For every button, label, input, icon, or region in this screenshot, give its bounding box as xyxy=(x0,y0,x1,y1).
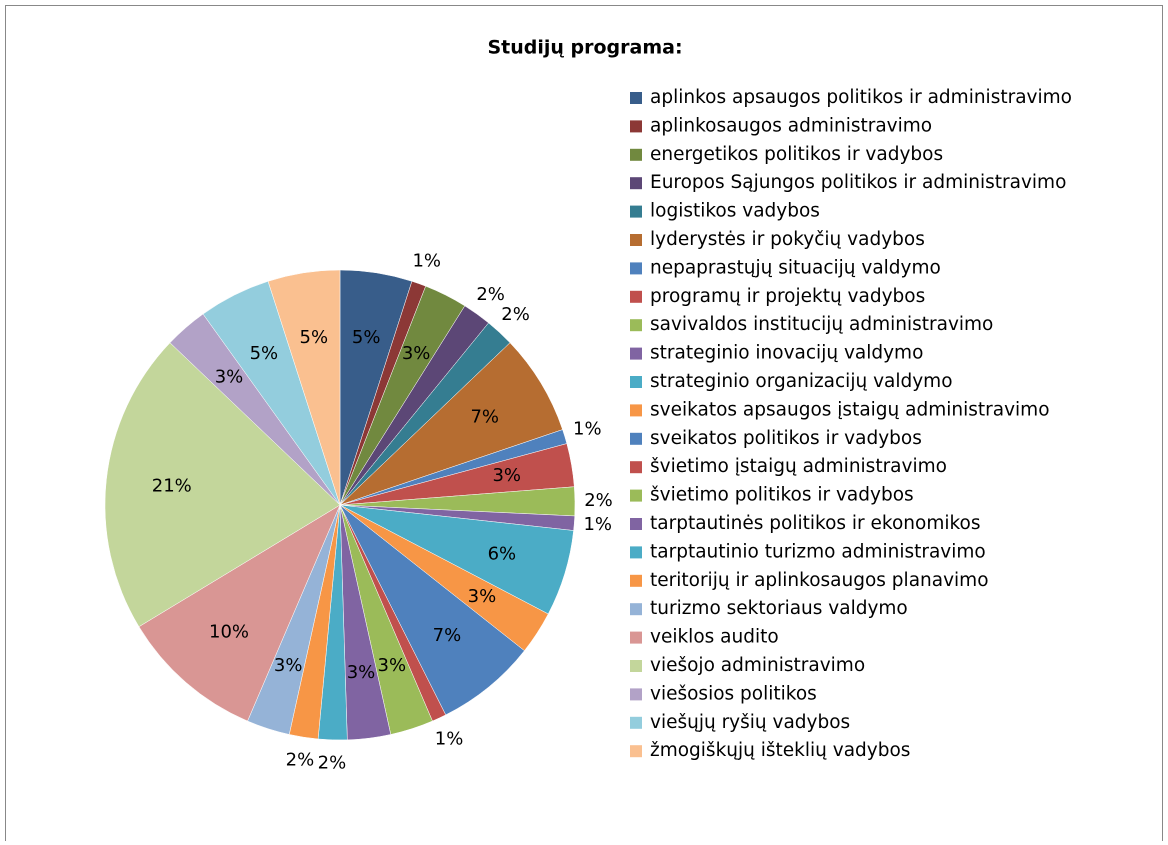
legend-label: logistikos vadybos xyxy=(650,201,820,222)
data-label: 2% xyxy=(584,490,613,511)
legend-swatch xyxy=(630,262,642,275)
legend-swatch xyxy=(630,716,642,729)
legend-label: savivaldos institucijų administravimo xyxy=(650,314,993,335)
data-label: 3% xyxy=(492,465,521,486)
legend-swatch xyxy=(630,290,642,303)
legend-swatch xyxy=(630,688,642,701)
legend-label: viešosios politikos xyxy=(650,683,817,704)
legend-swatch xyxy=(630,404,642,417)
legend-swatch xyxy=(630,120,642,133)
legend-swatch xyxy=(630,319,642,332)
pie-slice xyxy=(267,269,341,506)
data-label: 2% xyxy=(286,749,315,770)
data-label: 2% xyxy=(501,304,530,325)
legend-swatch xyxy=(630,205,642,218)
data-label: 1% xyxy=(583,514,612,535)
legend-swatch xyxy=(630,347,642,360)
legend-label: strateginio organizacijų valdymo xyxy=(650,371,953,392)
legend-label: švietimo įstaigų administravimo xyxy=(650,456,947,477)
legend-label: veiklos audito xyxy=(650,627,779,648)
legend-label: tarptautinės politikos ir ekonomikos xyxy=(650,513,981,534)
legend-swatch xyxy=(630,432,642,445)
legend-label: švietimo politikos ir vadybos xyxy=(650,485,914,506)
legend-swatch xyxy=(630,574,642,587)
data-label: 7% xyxy=(470,406,499,427)
legend-swatch xyxy=(630,660,642,672)
data-label: 3% xyxy=(274,655,303,676)
data-label: 21% xyxy=(152,476,192,497)
legend-swatch xyxy=(630,92,642,104)
legend-swatch xyxy=(630,745,642,758)
pie-slice xyxy=(138,504,341,722)
legend-swatch xyxy=(630,234,642,246)
legend-label: Europos Sąjungos politikos ir administra… xyxy=(650,172,1066,193)
data-label: 6% xyxy=(488,543,517,564)
legend-label: žmogiškųjų išteklių vadybos xyxy=(650,740,910,761)
legend-label: viešųjų ryšių vadybos xyxy=(650,712,850,733)
chart-title: Studijų programa: xyxy=(487,37,682,59)
data-label: 3% xyxy=(347,662,376,683)
data-label: 7% xyxy=(433,625,462,646)
data-label: 1% xyxy=(435,728,464,749)
data-label: 1% xyxy=(573,419,602,440)
legend-label: sveikatos politikos ir vadybos xyxy=(650,428,922,449)
legend-label: strateginio inovacijų valdymo xyxy=(650,343,923,364)
legend-label: aplinkos apsaugos politikos ir administr… xyxy=(650,87,1072,108)
legend-label: aplinkosaugos administravimo xyxy=(650,115,932,136)
legend-swatch xyxy=(630,376,642,388)
legend-swatch xyxy=(630,461,642,474)
data-label: 3% xyxy=(468,586,497,607)
data-label: 2% xyxy=(318,752,347,773)
pie-slice xyxy=(104,342,341,628)
data-label: 5% xyxy=(352,327,381,348)
data-label: 3% xyxy=(378,655,407,676)
pie-slice xyxy=(339,504,525,716)
legend-label: nepaprastųjų situacijų valdymo xyxy=(650,257,941,278)
legend-swatch xyxy=(630,546,642,559)
legend-swatch xyxy=(630,603,642,616)
pie-slice xyxy=(339,342,563,506)
legend-label: turizmo sektoriaus valdymo xyxy=(650,598,908,619)
legend-label: tarptautinio turizmo administravimo xyxy=(650,541,986,562)
legend-swatch xyxy=(630,489,642,502)
data-label: 2% xyxy=(476,284,505,305)
legend-label: energetikos politikos ir vadybos xyxy=(650,144,943,165)
data-label: 5% xyxy=(250,343,279,364)
data-label: 3% xyxy=(215,366,244,387)
legend-swatch xyxy=(630,148,642,161)
legend-label: sveikatos apsaugos įstaigų administravim… xyxy=(650,399,1050,420)
data-label: 10% xyxy=(209,622,249,643)
legend-swatch xyxy=(630,177,642,190)
legend-label: lyderystės ir pokyčių vadybos xyxy=(650,229,925,250)
legend-swatch xyxy=(630,518,642,530)
data-label: 1% xyxy=(412,250,441,271)
legend-label: programų ir projektų vadybos xyxy=(650,286,925,307)
data-label: 5% xyxy=(300,327,329,348)
legend-swatch xyxy=(630,631,642,644)
legend-label: teritorijų ir aplinkosaugos planavimo xyxy=(650,570,989,591)
legend-label: viešojo administravimo xyxy=(650,655,865,676)
data-label: 3% xyxy=(402,343,431,364)
